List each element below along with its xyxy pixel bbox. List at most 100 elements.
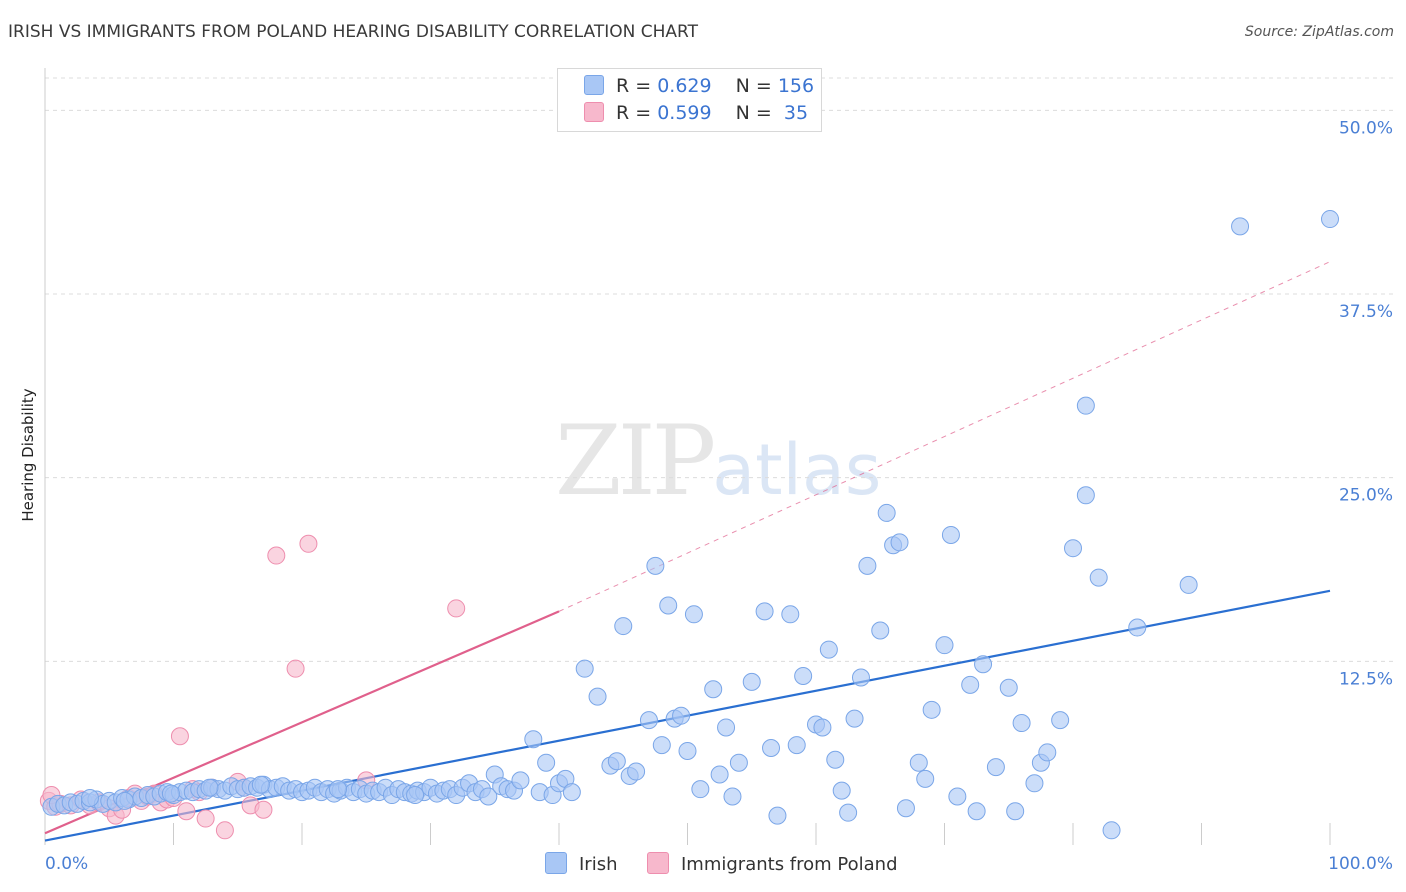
y-tick-label: 50.0% <box>1339 118 1393 138</box>
data-point-irish <box>607 752 626 771</box>
data-point-irish <box>896 799 915 818</box>
legend-item-irish[interactable]: Irish <box>545 852 618 875</box>
irish-points <box>42 210 1339 840</box>
data-point-irish <box>922 700 941 719</box>
data-point-poland <box>196 809 215 828</box>
data-point-irish <box>961 675 980 694</box>
data-point-irish <box>948 787 967 806</box>
data-point-poland <box>177 802 196 821</box>
chart-title: IRISH VS IMMIGRANTS FROM POLAND HEARING … <box>8 22 698 42</box>
legend-label-poland: Immigrants from Poland <box>681 854 898 875</box>
data-point-irish <box>537 753 556 772</box>
data-point-irish <box>781 605 800 624</box>
data-point-irish <box>755 602 774 621</box>
data-point-irish <box>328 780 347 799</box>
data-point-irish <box>916 769 935 788</box>
data-point-poland <box>286 659 305 678</box>
data-point-irish <box>588 687 607 706</box>
data-point-irish <box>1076 396 1095 415</box>
data-point-irish <box>999 678 1018 697</box>
watermark: ZIPatlas <box>555 405 881 517</box>
data-point-irish <box>742 672 761 691</box>
data-point-irish <box>511 771 530 790</box>
data-point-irish <box>819 640 838 659</box>
data-point-irish <box>871 621 890 640</box>
data-point-irish <box>575 659 594 678</box>
data-point-irish <box>479 787 498 806</box>
data-point-irish <box>704 680 723 699</box>
data-point-irish <box>1128 618 1147 637</box>
data-point-irish <box>832 781 851 800</box>
legend-swatch-irish <box>584 75 604 95</box>
data-point-irish <box>251 775 270 794</box>
legend-row-irish: R = 0.629 N = 156 <box>584 75 814 101</box>
data-point-irish <box>406 786 425 805</box>
data-point-irish <box>1179 575 1198 594</box>
data-point-irish <box>941 525 960 544</box>
data-point-irish <box>646 556 665 575</box>
data-point-poland <box>447 599 466 618</box>
y-axis-label: Hearing Disability <box>19 388 37 521</box>
legend-label-irish: Irish <box>579 854 618 875</box>
correlation-legend: R = 0.629 N = 156 R = 0.599 N = 35 <box>557 68 822 132</box>
data-point-irish <box>639 711 658 730</box>
data-point-irish <box>684 605 703 624</box>
data-point-irish <box>935 636 954 655</box>
axes <box>44 68 1331 845</box>
data-point-irish <box>768 806 787 825</box>
data-point-irish <box>858 556 877 575</box>
series-legend: Irish Immigrants from Poland <box>0 852 1406 878</box>
data-point-irish <box>890 533 909 552</box>
data-point-irish <box>161 784 180 803</box>
legend-n-label: N = <box>735 75 778 97</box>
data-point-irish <box>762 739 781 758</box>
tick-labels: 12.5% 25.0% 37.5% 50.0% 0.0% 100.0% <box>45 118 1393 874</box>
legend-r-label: R = <box>616 102 658 124</box>
data-point-irish <box>672 706 691 725</box>
data-point-irish <box>729 753 748 772</box>
legend-item-poland[interactable]: Immigrants from Poland <box>647 852 898 875</box>
legend-swatch-poland <box>584 102 604 122</box>
data-point-irish <box>652 736 671 755</box>
data-point-irish <box>787 736 806 755</box>
watermark-atlas: atlas <box>712 429 882 511</box>
legend-swatch-irish <box>545 852 567 874</box>
legend-n-value: 35 <box>777 102 809 124</box>
data-point-irish <box>717 718 736 737</box>
data-point-irish <box>691 780 710 799</box>
data-point-irish <box>659 596 678 615</box>
data-point-irish <box>967 802 986 821</box>
data-point-irish <box>614 617 633 636</box>
data-point-irish <box>80 788 99 807</box>
data-point-irish <box>1051 711 1070 730</box>
data-point-irish <box>562 783 581 802</box>
data-point-irish <box>115 791 134 810</box>
data-point-irish <box>1102 821 1121 840</box>
x-tick-label: 100.0% <box>1328 854 1393 874</box>
trend-line-poland-extension <box>558 261 1331 612</box>
data-point-irish <box>974 655 993 674</box>
data-point-irish <box>627 762 646 781</box>
legend-row-poland: R = 0.599 N = 35 <box>584 102 808 128</box>
data-point-irish <box>1231 217 1250 236</box>
y-tick-label: 37.5% <box>1339 302 1393 322</box>
data-point-irish <box>794 667 813 686</box>
data-point-poland <box>299 534 318 553</box>
data-point-irish <box>1076 486 1095 505</box>
data-point-irish <box>200 778 219 797</box>
data-point-irish <box>813 718 832 737</box>
y-tick-label: 25.0% <box>1339 486 1393 506</box>
y-tick-label: 12.5% <box>1339 669 1393 689</box>
data-point-poland <box>215 821 234 840</box>
data-point-irish <box>826 750 845 769</box>
data-point-irish <box>1006 802 1025 821</box>
legend-n-label: N = <box>735 102 778 124</box>
data-point-irish <box>877 503 896 522</box>
data-point-irish <box>1321 210 1339 229</box>
data-point-irish <box>1089 568 1108 587</box>
data-point-irish <box>1038 743 1057 762</box>
data-point-irish <box>1025 774 1044 793</box>
data-point-irish <box>723 787 742 806</box>
data-point-irish <box>845 709 864 728</box>
